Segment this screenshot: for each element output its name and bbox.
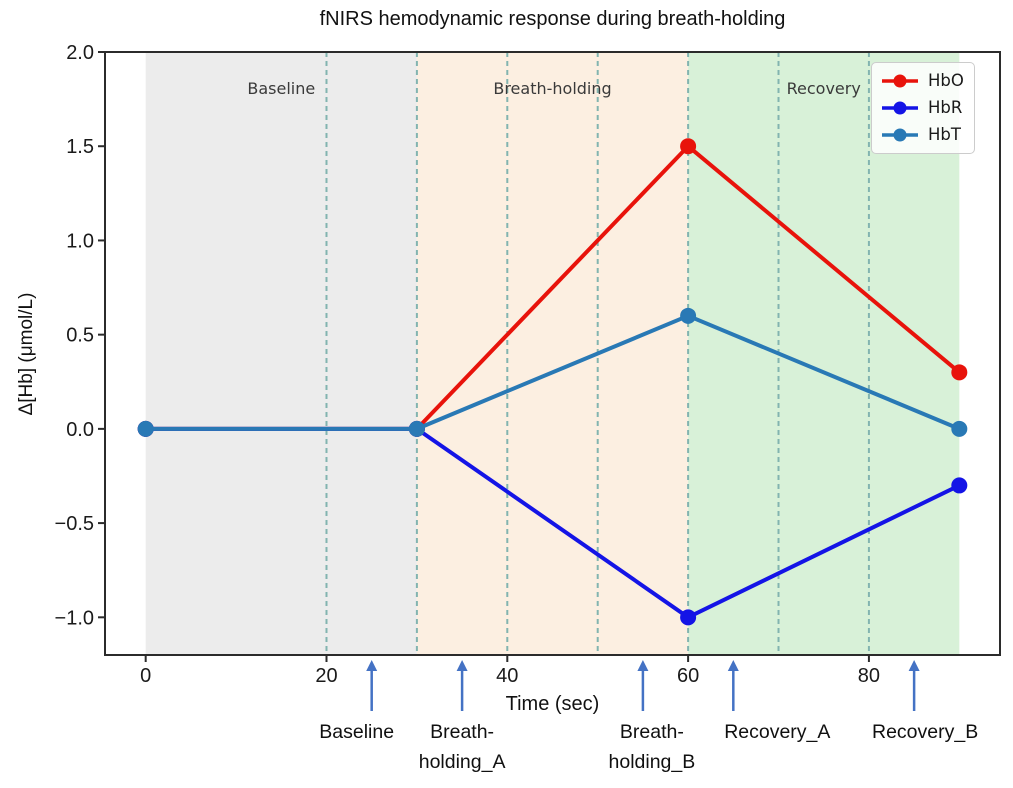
x-tick-label: 0 — [140, 665, 151, 687]
legend-label: HbR — [928, 98, 963, 117]
legend-swatch-icon — [882, 101, 918, 115]
y-tick-label: 1.0 — [66, 230, 94, 252]
x-tick-label: 60 — [677, 665, 699, 687]
series-line-HbT — [145, 313, 961, 431]
y-axis-label: Δ[Hb] (μmol/L) — [16, 292, 37, 416]
event-label: Breath-holding_B — [609, 721, 696, 773]
y-tick-label: 0.5 — [66, 325, 94, 347]
data-point-HbR-60s — [680, 609, 697, 626]
y-tick-label: 1.5 — [66, 136, 94, 158]
y-tick-label: −0.5 — [55, 513, 94, 535]
region-label: Recovery — [787, 79, 861, 98]
legend-swatch-icon — [882, 128, 918, 142]
legend: HbO HbR HbT — [871, 62, 975, 154]
legend-label: HbT — [928, 125, 961, 144]
legend-swatch-icon — [882, 74, 918, 88]
x-tick-label: 20 — [315, 665, 337, 687]
data-point-HbT-60s — [680, 307, 697, 324]
data-point-HbR-90s — [951, 477, 968, 494]
event-arrowhead-icon — [456, 660, 468, 671]
legend-item-HbO: HbO — [881, 71, 964, 91]
event-arrowhead-icon — [908, 660, 920, 671]
event-label: Baseline — [319, 721, 394, 743]
axes-spines — [104, 51, 1001, 656]
data-point-HbO-60s — [680, 138, 697, 155]
y-tick-label: 0.0 — [66, 419, 94, 441]
x-tick-label: 80 — [858, 665, 880, 687]
region-band-baseline — [145, 52, 417, 655]
chart-title: fNIRS hemodynamic response during breath… — [319, 8, 786, 30]
legend-label: HbO — [928, 71, 964, 90]
region-band-breath-holding — [416, 52, 689, 655]
data-point-HbO-90s — [951, 364, 968, 381]
event-arrowhead-icon — [366, 660, 378, 671]
y-tick-label: 2.0 — [66, 42, 94, 64]
legend-item-HbT: HbT — [881, 125, 964, 145]
data-point-HbT-30s — [408, 420, 425, 437]
data-point-HbT-90s — [951, 420, 968, 437]
event-label: Recovery_B — [872, 721, 978, 743]
region-label: Baseline — [247, 79, 315, 98]
x-tick-label: 40 — [496, 665, 518, 687]
y-tick-label: −1.0 — [55, 607, 94, 629]
legend-item-HbR: HbR — [881, 98, 964, 118]
data-point-HbT-0s — [137, 420, 154, 437]
x-axis-label: Time (sec) — [505, 693, 600, 715]
region-label: Breath-holding — [493, 79, 611, 98]
event-arrowhead-icon — [637, 660, 649, 671]
event-label: Recovery_A — [724, 721, 830, 743]
event-label: Breath-holding_A — [419, 721, 506, 773]
event-arrowhead-icon — [727, 660, 739, 671]
